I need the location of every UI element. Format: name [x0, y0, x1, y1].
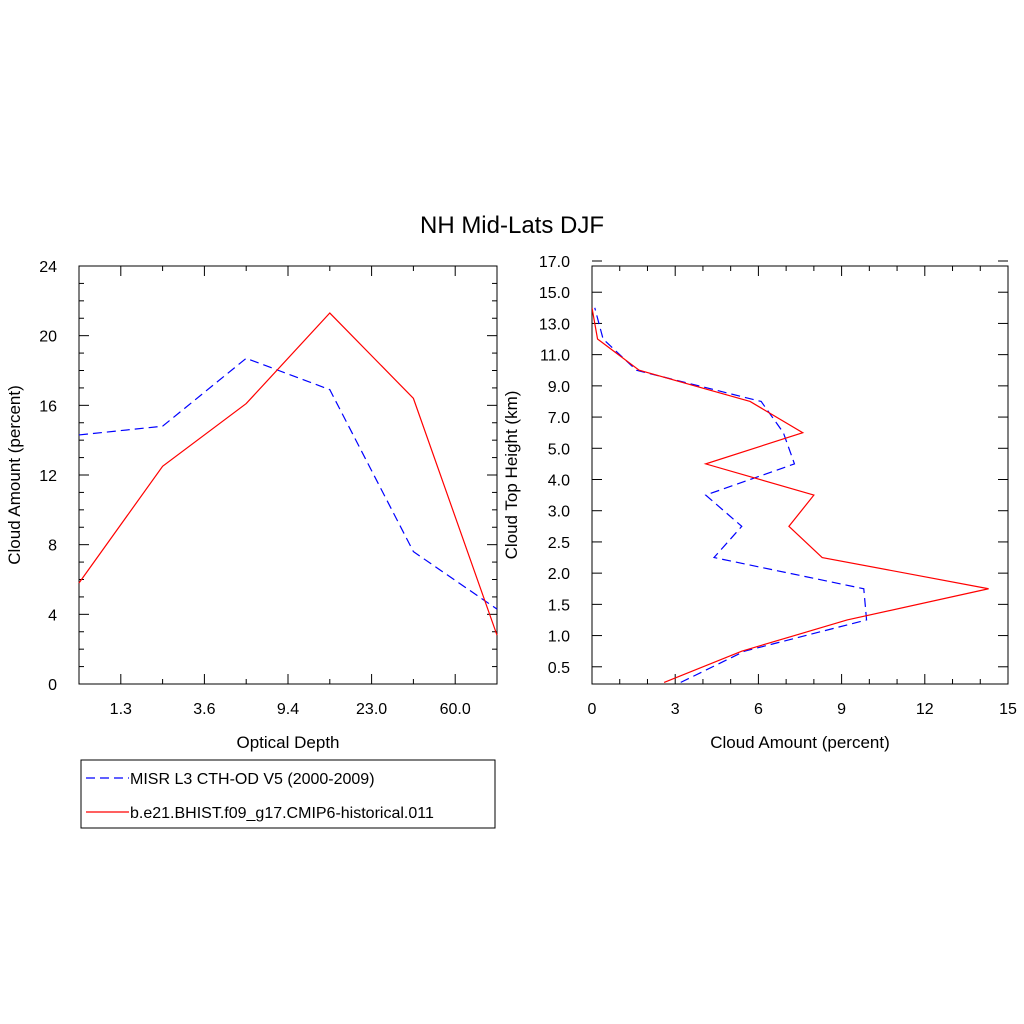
series-line-misr — [594, 307, 868, 683]
y-tick-label: 11.0 — [540, 348, 570, 365]
y-tick-label: 2.5 — [548, 535, 570, 552]
legend-box — [80, 759, 496, 829]
x-tick-label: 23.0 — [356, 701, 387, 718]
y-tick-label: 4.0 — [548, 473, 570, 490]
y-tick-label: 17.0 — [539, 254, 570, 271]
figure-title: NH Mid-Lats DJF — [420, 212, 604, 239]
y-tick-label: 4 — [48, 607, 57, 624]
y-tick-label: 16 — [39, 398, 57, 415]
y-tick-label: 1.0 — [548, 629, 570, 646]
y-tick-label: 9.0 — [548, 379, 570, 396]
right-panel-cloud-top-height: 0 3 6 9 12 15 0.5 1.0 1.5 2.0 2.5 3.0 4.0 5.0 7.0 9.0 11… — [502, 254, 1017, 752]
series-line-misr — [78, 357, 498, 610]
x-tick-label: 1.3 — [110, 701, 132, 718]
x-tick-label: 9.4 — [277, 701, 299, 718]
left-plot-frame — [78, 265, 498, 685]
y-tick-label: 12 — [39, 468, 57, 485]
y-tick-label: 1.5 — [548, 597, 570, 614]
x-tick-label: 60.0 — [440, 701, 471, 718]
y-axis-title: Cloud Top Height (km) — [502, 391, 521, 560]
x-tick-label: 6 — [754, 701, 763, 718]
y-tick-label: 20 — [39, 329, 57, 346]
y-tick-label: 24 — [39, 259, 57, 276]
x-tick-label: 3.6 — [193, 701, 215, 718]
y-tick-label: 2.0 — [548, 566, 570, 583]
legend-label: MISR L3 CTH-OD V5 (2000-2009) — [130, 771, 375, 788]
x-tick-label: 9 — [837, 701, 846, 718]
x-tick-label: 3 — [671, 701, 680, 718]
y-tick-label: 0 — [48, 677, 57, 694]
x-axis-title: Optical Depth — [237, 733, 340, 752]
legend-label: b.e21.BHIST.f09_g17.CMIP6-historical.011 — [130, 805, 434, 822]
legend: MISR L3 CTH-OD V5 (2000-2009) b.e21.BHIST… — [80, 759, 496, 829]
y-tick-label: 7.0 — [548, 410, 570, 427]
y-tick-label: 0.5 — [548, 660, 570, 677]
series-line-model — [78, 312, 498, 636]
y-tick-label: 15.0 — [539, 285, 570, 302]
right-plot-frame — [591, 265, 1009, 685]
series-line-model — [592, 307, 989, 683]
x-axis-title: Cloud Amount (percent) — [710, 733, 890, 752]
y-tick-label: 8 — [48, 538, 57, 555]
x-tick-label: 0 — [588, 701, 597, 718]
x-tick-label: 12 — [916, 701, 934, 718]
y-tick-label: 3.0 — [548, 504, 570, 521]
y-tick-label: 13.0 — [539, 316, 570, 333]
left-panel-optical-depth: 1.3 3.6 9.4 23.0 60.0 0 4 8 12 16 20 24 Optical Dept… — [5, 259, 498, 752]
x-tick-label: 15 — [999, 701, 1017, 718]
y-tick-label: 5.0 — [548, 441, 570, 458]
y-axis-title: Cloud Amount (percent) — [5, 385, 24, 565]
